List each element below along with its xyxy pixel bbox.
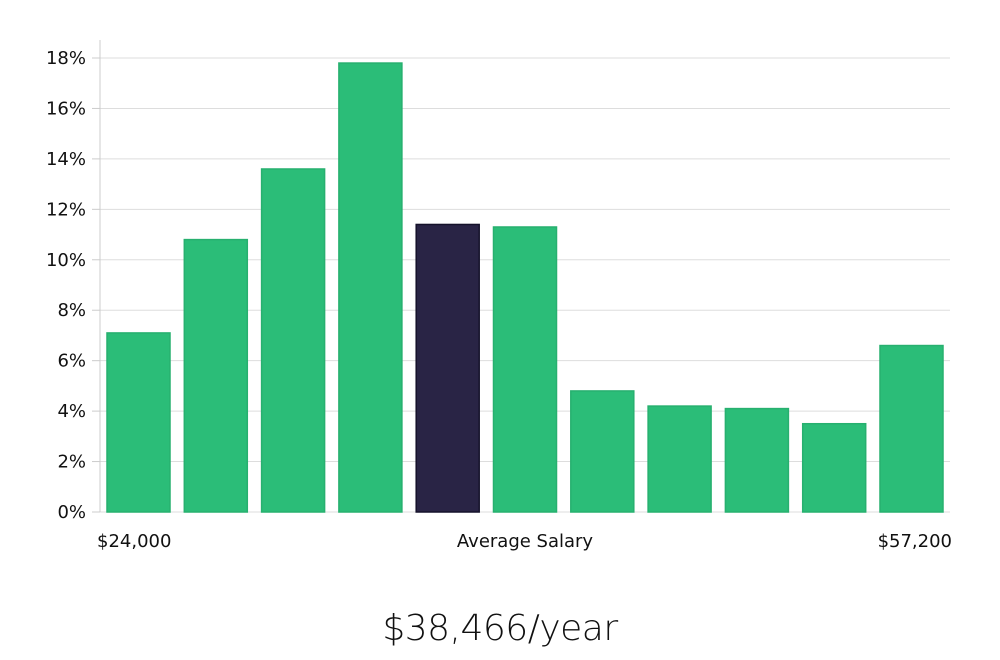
x-axis-min-label: $24,000 xyxy=(97,531,171,552)
x-axis-label: Average Salary xyxy=(457,531,594,552)
bar-10 xyxy=(879,344,944,513)
bar-6 xyxy=(570,390,635,513)
bar-0 xyxy=(106,332,171,513)
average-salary-value: $38,466/year xyxy=(382,608,618,649)
ytick-label-0: 0% xyxy=(57,502,86,523)
ytick-label-14: 14% xyxy=(46,149,86,170)
ytick-label-12: 12% xyxy=(46,199,86,220)
bars xyxy=(106,62,944,513)
ytick-label-6: 6% xyxy=(57,351,86,372)
bar-highlight-4 xyxy=(415,223,480,513)
x-axis-max-label: $57,200 xyxy=(878,531,952,552)
ytick-label-4: 4% xyxy=(57,401,86,422)
bar-8 xyxy=(724,407,790,513)
bar-9 xyxy=(801,422,867,513)
y-axis-ticks: 0% 2% 4% 6% 8% 10% 12% 14% 16% 18% xyxy=(46,48,100,523)
ytick-label-2: 2% xyxy=(57,452,86,473)
ytick-label-8: 8% xyxy=(57,300,86,321)
bar-2 xyxy=(260,168,326,513)
bar-1 xyxy=(183,238,249,513)
bar-3 xyxy=(338,62,403,513)
ytick-label-16: 16% xyxy=(46,98,86,119)
ytick-label-18: 18% xyxy=(46,48,86,69)
bar-5 xyxy=(492,226,558,513)
ytick-label-10: 10% xyxy=(46,250,86,271)
bar-7 xyxy=(647,405,712,513)
